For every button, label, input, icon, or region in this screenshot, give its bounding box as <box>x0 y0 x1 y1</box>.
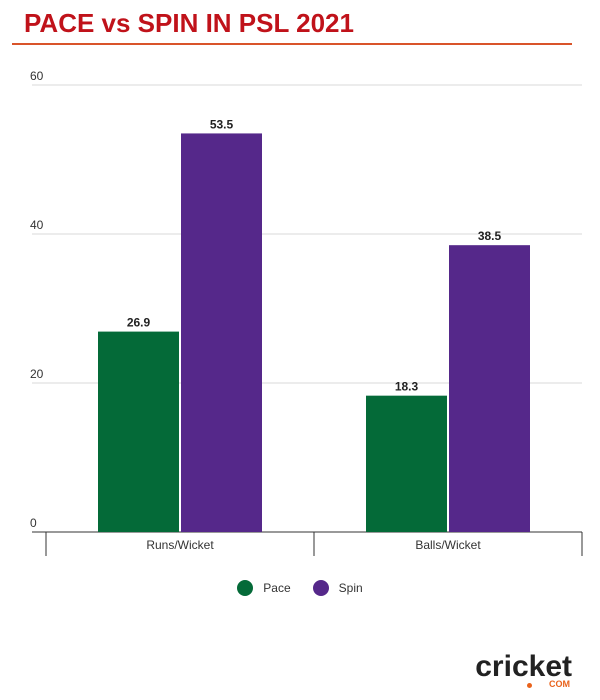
bar-spin-2 <box>449 245 530 533</box>
data-label: 26.9 <box>127 316 151 330</box>
legend-label-spin: Spin <box>338 581 363 595</box>
chart-title: PACE vs SPIN IN PSL 2021 <box>24 8 354 38</box>
y-tick-label: 0 <box>30 516 37 530</box>
x-tick-label: Runs/Wicket <box>146 538 214 552</box>
bar-pace-1 <box>98 331 179 532</box>
cricket-com-logo: cricket <box>475 650 572 683</box>
logo-dot <box>527 683 532 688</box>
legend-label-pace: Pace <box>263 581 291 595</box>
y-tick-label: 40 <box>30 218 44 232</box>
title-underline <box>12 43 572 45</box>
data-label: 18.3 <box>395 380 419 394</box>
legend-item-spin[interactable]: Spin <box>312 580 363 596</box>
data-label: 38.5 <box>478 229 502 243</box>
bar-chart: 0 20 40 60 26.9 53.5 Runs/Wicket 18.3 38.5 Balls/… <box>30 69 583 556</box>
y-tick-label: 20 <box>30 367 44 381</box>
logo-sub-text: COM <box>549 679 570 689</box>
legend-item-pace[interactable]: Pace <box>237 580 291 596</box>
bar-spin-1 <box>181 133 262 533</box>
legend-swatch-spin <box>312 580 329 596</box>
legend-swatch-pace <box>237 580 254 596</box>
bar-pace-2 <box>366 395 447 532</box>
data-label: 53.5 <box>210 117 234 131</box>
y-tick-label: 60 <box>30 69 44 83</box>
legend: Pace Spin <box>0 580 600 596</box>
x-tick-label: Balls/Wicket <box>415 538 481 552</box>
